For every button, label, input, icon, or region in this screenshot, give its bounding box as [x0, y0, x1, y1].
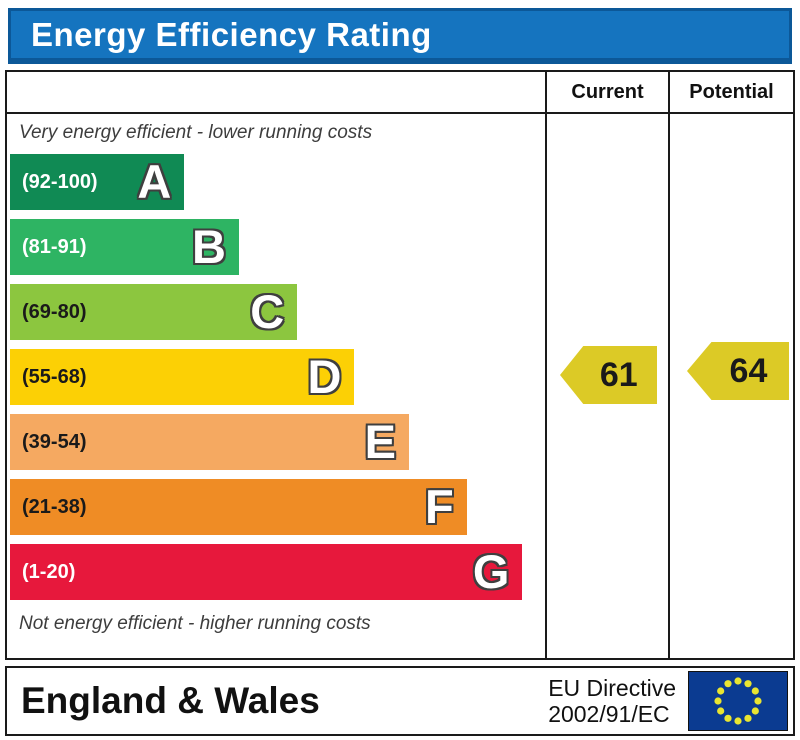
band-letter-a: A: [137, 155, 172, 208]
epc-chart: Current Potential Very energy efficient …: [5, 70, 795, 660]
band-range-label-e: (39-54): [22, 430, 87, 453]
band-letter-c: C: [250, 285, 285, 338]
top-caption: Very energy efficient - lower running co…: [19, 122, 373, 143]
band-bar-b: (81-91) B: [10, 219, 239, 275]
band-bar-e: (39-54) E: [10, 414, 409, 470]
band-bar-f: (21-38) F: [10, 479, 467, 535]
band-range-label-g: (1-20): [22, 560, 76, 583]
band-bar-a: (92-100) A: [10, 154, 185, 210]
rating-bands-area: Very energy efficient - lower running co…: [7, 114, 545, 658]
band-range-label-b: (81-91): [22, 235, 87, 258]
band-range-label-d: (55-68): [22, 365, 87, 388]
footer: England & Wales EU Directive 2002/91/EC: [5, 666, 795, 736]
band-letter-b: B: [191, 220, 226, 273]
potential-rating-cell: 64: [668, 114, 793, 658]
band-bar-g: (1-20) G: [10, 544, 523, 600]
page-title-text: Energy Efficiency Rating: [31, 15, 432, 53]
band-letter-g: G: [472, 545, 510, 598]
band-range-label-f: (21-38): [22, 495, 87, 518]
band-letter-e: E: [364, 415, 396, 468]
band-letter-f: F: [425, 480, 454, 533]
eu-flag-icon: [688, 671, 788, 731]
current-column-header: Current: [545, 72, 668, 114]
potential-rating-arrow: 64: [687, 342, 789, 400]
band-range-label-c: (69-80): [22, 300, 87, 323]
bottom-caption: Not energy efficient - higher running co…: [19, 613, 371, 634]
band-bar-d: (55-68) D: [10, 349, 355, 405]
band-range-label-a: (92-100): [22, 170, 98, 193]
header-empty-cell: [7, 72, 545, 114]
current-rating-arrow: 61: [560, 346, 657, 404]
potential-column-header: Potential: [668, 72, 793, 114]
band-bar-c: (69-80) C: [10, 284, 298, 340]
eu-directive-text: EU Directive 2002/91/EC: [548, 675, 676, 728]
band-letter-d: D: [307, 350, 342, 403]
page-title: Energy Efficiency Rating: [8, 8, 792, 64]
eu-directive-line1: EU Directive: [548, 674, 676, 701]
eu-directive-line2: 2002/91/EC: [548, 701, 670, 727]
footer-region-label: England & Wales: [21, 680, 320, 721]
current-rating-cell: 61: [545, 114, 668, 658]
